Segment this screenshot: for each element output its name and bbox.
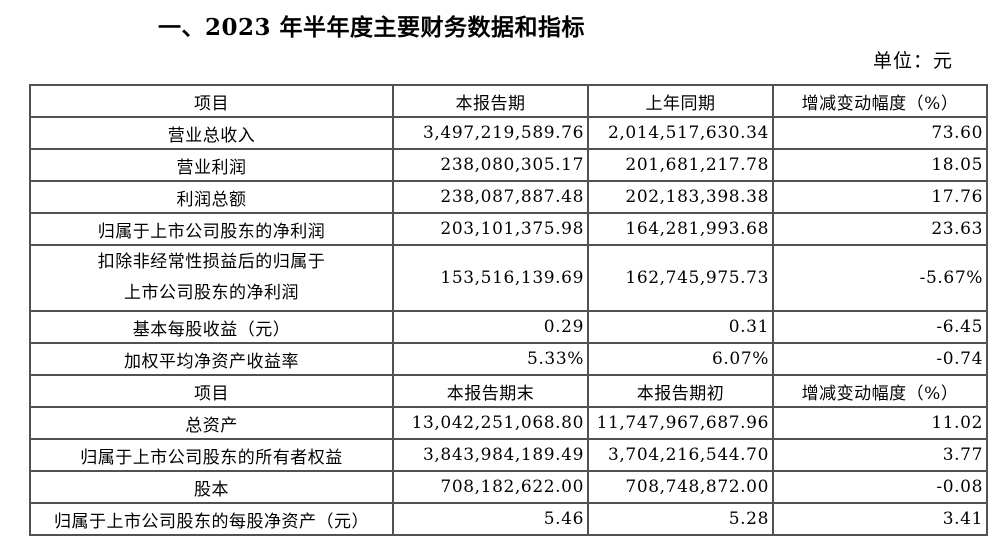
table-row: 基本每股收益（元） 0.29 0.31 -6.45	[29, 310, 988, 344]
table-header-row: 项目 本报告期末 本报告期初 增减变动幅度（%）	[29, 374, 988, 408]
value-prior: 202,183,398.38	[587, 180, 774, 214]
value-current: 238,087,887.48	[392, 180, 589, 214]
value-change: 17.76	[772, 180, 988, 214]
page-title: 一、2023 年半年度主要财务数据和指标	[158, 14, 586, 41]
table-row: 营业利润 238,080,305.17 201,681,217.78 18.05	[29, 148, 988, 182]
value-change: -0.08	[772, 470, 988, 504]
row-label: 营业利润	[29, 148, 394, 182]
header-cell-current-period: 本报告期	[392, 84, 589, 118]
row-label: 营业总收入	[29, 116, 394, 150]
value-current: 0.29	[392, 310, 589, 344]
table-row: 总资产 13,042,251,068.80 11,747,967,687.96 …	[29, 406, 988, 440]
value-prior: 164,281,993.68	[587, 212, 774, 246]
value-change: -0.74	[772, 342, 988, 376]
value-current: 238,080,305.17	[392, 148, 589, 182]
table-row: 营业总收入 3,497,219,589.76 2,014,517,630.34 …	[29, 116, 988, 150]
value-current: 203,101,375.98	[392, 212, 589, 246]
unit-label: 单位：元	[872, 50, 953, 72]
header-cell-item: 项目	[29, 84, 394, 118]
value-change: 73.60	[772, 116, 988, 150]
header-cell-period-start: 本报告期初	[587, 374, 774, 408]
table-header-row: 项目 本报告期 上年同期 增减变动幅度（%）	[29, 84, 988, 118]
header-cell-change: 增减变动幅度（%）	[772, 84, 988, 118]
value-prior: 5.28	[587, 502, 774, 536]
row-label-line-2: 上市公司股东的净利润	[124, 283, 299, 303]
value-current: 3,843,984,189.49	[392, 438, 589, 472]
financial-data-table: 项目 本报告期 上年同期 增减变动幅度（%） 营业总收入 3,497,219,5…	[29, 84, 988, 536]
value-change: 3.41	[772, 502, 988, 536]
row-label: 利润总额	[29, 180, 394, 214]
value-prior: 2,014,517,630.34	[587, 116, 774, 150]
table-row: 利润总额 238,087,887.48 202,183,398.38 17.76	[29, 180, 988, 214]
value-change: 18.05	[772, 148, 988, 182]
header-cell-prior-period: 上年同期	[587, 84, 774, 118]
header-cell-period-end: 本报告期末	[392, 374, 589, 408]
value-change: 11.02	[772, 406, 988, 440]
table-row: 扣除非经常性损益后的归属于 上市公司股东的净利润 153,516,139.69 …	[29, 244, 988, 312]
value-current: 3,497,219,589.76	[392, 116, 589, 150]
value-prior: 0.31	[587, 310, 774, 344]
value-prior: 162,745,975.73	[587, 244, 774, 312]
table-row: 加权平均净资产收益率 5.33% 6.07% -0.74	[29, 342, 988, 376]
row-label-line-1: 扣除非经常性损益后的归属于	[97, 252, 326, 272]
row-label: 扣除非经常性损益后的归属于 上市公司股东的净利润	[29, 244, 394, 312]
table-row: 归属于上市公司股东的净利润 203,101,375.98 164,281,993…	[29, 212, 988, 246]
value-change: -6.45	[772, 310, 988, 344]
table-row: 归属于上市公司股东的所有者权益 3,843,984,189.49 3,704,2…	[29, 438, 988, 472]
value-current: 13,042,251,068.80	[392, 406, 589, 440]
value-prior: 6.07%	[587, 342, 774, 376]
value-change: 3.77	[772, 438, 988, 472]
value-current: 708,182,622.00	[392, 470, 589, 504]
value-prior: 11,747,967,687.96	[587, 406, 774, 440]
value-prior: 708,748,872.00	[587, 470, 774, 504]
value-current: 5.33%	[392, 342, 589, 376]
row-label: 总资产	[29, 406, 394, 440]
row-label: 归属于上市公司股东的净利润	[29, 212, 394, 246]
header-cell-change: 增减变动幅度（%）	[772, 374, 988, 408]
value-current: 153,516,139.69	[392, 244, 589, 312]
table-row: 归属于上市公司股东的每股净资产（元） 5.46 5.28 3.41	[29, 502, 988, 536]
value-current: 5.46	[392, 502, 589, 536]
row-label: 归属于上市公司股东的每股净资产（元）	[29, 502, 394, 536]
row-label: 加权平均净资产收益率	[29, 342, 394, 376]
value-prior: 3,704,216,544.70	[587, 438, 774, 472]
value-change: 23.63	[772, 212, 988, 246]
table-row: 股本 708,182,622.00 708,748,872.00 -0.08	[29, 470, 988, 504]
header-cell-item: 项目	[29, 374, 394, 408]
value-change: -5.67%	[772, 244, 988, 312]
value-prior: 201,681,217.78	[587, 148, 774, 182]
row-label: 归属于上市公司股东的所有者权益	[29, 438, 394, 472]
row-label: 基本每股收益（元）	[29, 310, 394, 344]
row-label: 股本	[29, 470, 394, 504]
